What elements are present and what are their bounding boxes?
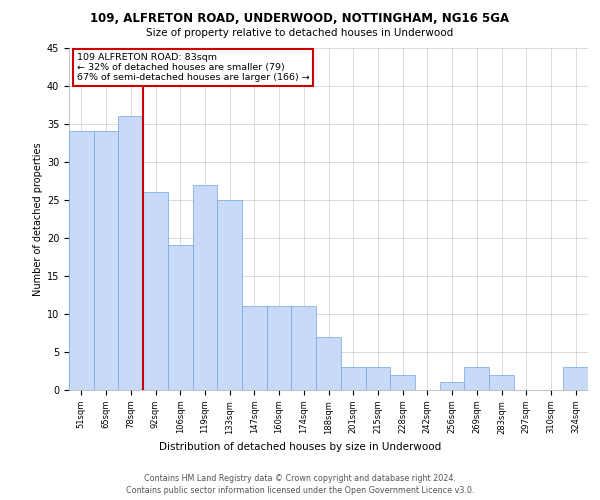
Bar xyxy=(292,306,316,390)
Bar xyxy=(267,306,292,390)
Bar xyxy=(193,184,217,390)
Bar xyxy=(94,131,118,390)
Bar xyxy=(365,367,390,390)
Y-axis label: Number of detached properties: Number of detached properties xyxy=(32,142,43,296)
Bar xyxy=(316,336,341,390)
Text: Contains HM Land Registry data © Crown copyright and database right 2024.
Contai: Contains HM Land Registry data © Crown c… xyxy=(126,474,474,495)
Text: Distribution of detached houses by size in Underwood: Distribution of detached houses by size … xyxy=(159,442,441,452)
Bar xyxy=(390,375,415,390)
Bar xyxy=(168,246,193,390)
Bar xyxy=(143,192,168,390)
Bar xyxy=(440,382,464,390)
Text: 109, ALFRETON ROAD, UNDERWOOD, NOTTINGHAM, NG16 5GA: 109, ALFRETON ROAD, UNDERWOOD, NOTTINGHA… xyxy=(91,12,509,26)
Text: 109 ALFRETON ROAD: 83sqm
← 32% of detached houses are smaller (79)
67% of semi-d: 109 ALFRETON ROAD: 83sqm ← 32% of detach… xyxy=(77,52,310,82)
Text: Size of property relative to detached houses in Underwood: Size of property relative to detached ho… xyxy=(146,28,454,38)
Bar xyxy=(118,116,143,390)
Bar xyxy=(464,367,489,390)
Bar xyxy=(242,306,267,390)
Bar xyxy=(69,131,94,390)
Bar xyxy=(217,200,242,390)
Bar xyxy=(489,375,514,390)
Bar xyxy=(341,367,365,390)
Bar xyxy=(563,367,588,390)
